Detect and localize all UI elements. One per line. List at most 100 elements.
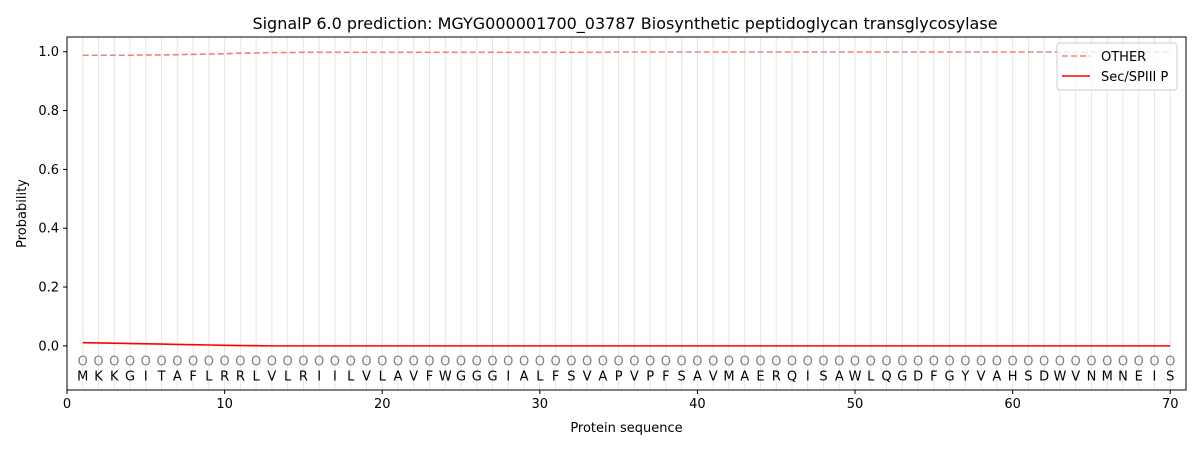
residue-label: R (772, 369, 781, 384)
state-label: O (1071, 355, 1081, 370)
state-label: O (283, 355, 293, 370)
x-tick-label: 60 (1004, 397, 1021, 412)
residue-label: M (77, 369, 88, 384)
state-label: O (314, 355, 324, 370)
residue-label: A (992, 369, 1001, 384)
state-label: O (1055, 355, 1065, 370)
residue-label: K (110, 369, 119, 384)
residue-label: G (472, 369, 482, 384)
state-label: O (550, 355, 560, 370)
state-label: O (614, 355, 624, 370)
residue-label: D (1039, 369, 1049, 384)
residue-label: A (598, 369, 607, 384)
state-label: O (393, 355, 403, 370)
state-label: O (1086, 355, 1096, 370)
state-label: O (440, 355, 450, 370)
legend-box (1056, 42, 1178, 91)
residue-label: A (835, 369, 844, 384)
residue-label: M (723, 369, 734, 384)
residue-label: I (333, 369, 337, 384)
axes: 0 10 20 30 40 50 60 70 0.0 0.2 0.4 0.6 0.8 1.0 (38, 45, 1178, 412)
residue-label: G (897, 369, 907, 384)
state-label: O (944, 355, 954, 370)
state-label: O (1165, 355, 1175, 370)
residue-label: V (1071, 369, 1080, 384)
x-tick-label: 40 (689, 397, 706, 412)
state-label: O (708, 355, 718, 370)
state-label: O (960, 355, 970, 370)
state-label: O (141, 355, 151, 370)
x-tick-label: 0 (63, 397, 71, 412)
state-label: O (661, 355, 671, 370)
state-label: O (866, 355, 876, 370)
residue-label: V (977, 369, 986, 384)
state-label: O (361, 355, 371, 370)
residue-label: L (284, 369, 292, 384)
state-label: O (629, 355, 639, 370)
residue-label: E (1135, 369, 1143, 384)
residue-label: F (552, 369, 559, 384)
residue-label: V (409, 369, 418, 384)
residue-label: H (1008, 369, 1018, 384)
y-tick-label: 0.2 (38, 281, 59, 296)
residue-label: A (740, 369, 749, 384)
x-axis-title: Protein sequence (570, 421, 682, 436)
residue-label: W (1053, 369, 1066, 384)
state-label: O (834, 355, 844, 370)
state-label: O (409, 355, 419, 370)
residue-label: L (205, 369, 213, 384)
state-label: O (519, 355, 529, 370)
state-label: O (1008, 355, 1018, 370)
state-label: O (740, 355, 750, 370)
state-label: O (219, 355, 229, 370)
state-label: O (677, 355, 687, 370)
series-line-1 (82, 341, 1171, 347)
residue-label: R (236, 369, 245, 384)
residue-label: L (347, 369, 355, 384)
residue-label: T (157, 369, 166, 384)
residue-label: I (317, 369, 321, 384)
x-tick-label: 50 (847, 397, 864, 412)
residue-label: A (394, 369, 403, 384)
state-label: O (503, 355, 513, 370)
state-label: O (1102, 355, 1112, 370)
y-tick-label: 0.0 (38, 339, 59, 354)
state-label: O (1039, 355, 1049, 370)
residue-label: M (1102, 369, 1113, 384)
residue-label: P (646, 369, 654, 384)
state-label: O (346, 355, 356, 370)
x-tick-label: 30 (532, 397, 549, 412)
state-label: O (1023, 355, 1033, 370)
y-tick-label: 0.4 (38, 222, 59, 237)
state-label: O (566, 355, 576, 370)
residue-label: G (945, 369, 955, 384)
residue-label: P (615, 369, 623, 384)
residue-label: R (299, 369, 308, 384)
legend-label-0: OTHER (1101, 50, 1146, 65)
state-label: O (535, 355, 545, 370)
state-label: O (251, 355, 261, 370)
residue-label: A (693, 369, 702, 384)
plot-frame (66, 36, 1187, 391)
residue-label: L (253, 369, 261, 384)
residue-label: F (426, 369, 433, 384)
residue-label: L (379, 369, 387, 384)
state-label: O (771, 355, 781, 370)
state-label: O (156, 355, 166, 370)
state-label: O (298, 355, 308, 370)
residue-label: N (1118, 369, 1128, 384)
residue-label: Y (960, 369, 969, 384)
residue-label: L (867, 369, 875, 384)
state-label: O (850, 355, 860, 370)
state-label: O (93, 355, 103, 370)
series-line-0 (82, 51, 1171, 57)
residue-label: F (930, 369, 937, 384)
residue-label: Q (881, 369, 891, 384)
residue-label: W (439, 369, 452, 384)
residue-label: Q (787, 369, 797, 384)
legend: OTHER Sec/SPIII P (1056, 42, 1178, 91)
state-label: O (377, 355, 387, 370)
state-label: O (456, 355, 466, 370)
residue-label: S (819, 369, 827, 384)
